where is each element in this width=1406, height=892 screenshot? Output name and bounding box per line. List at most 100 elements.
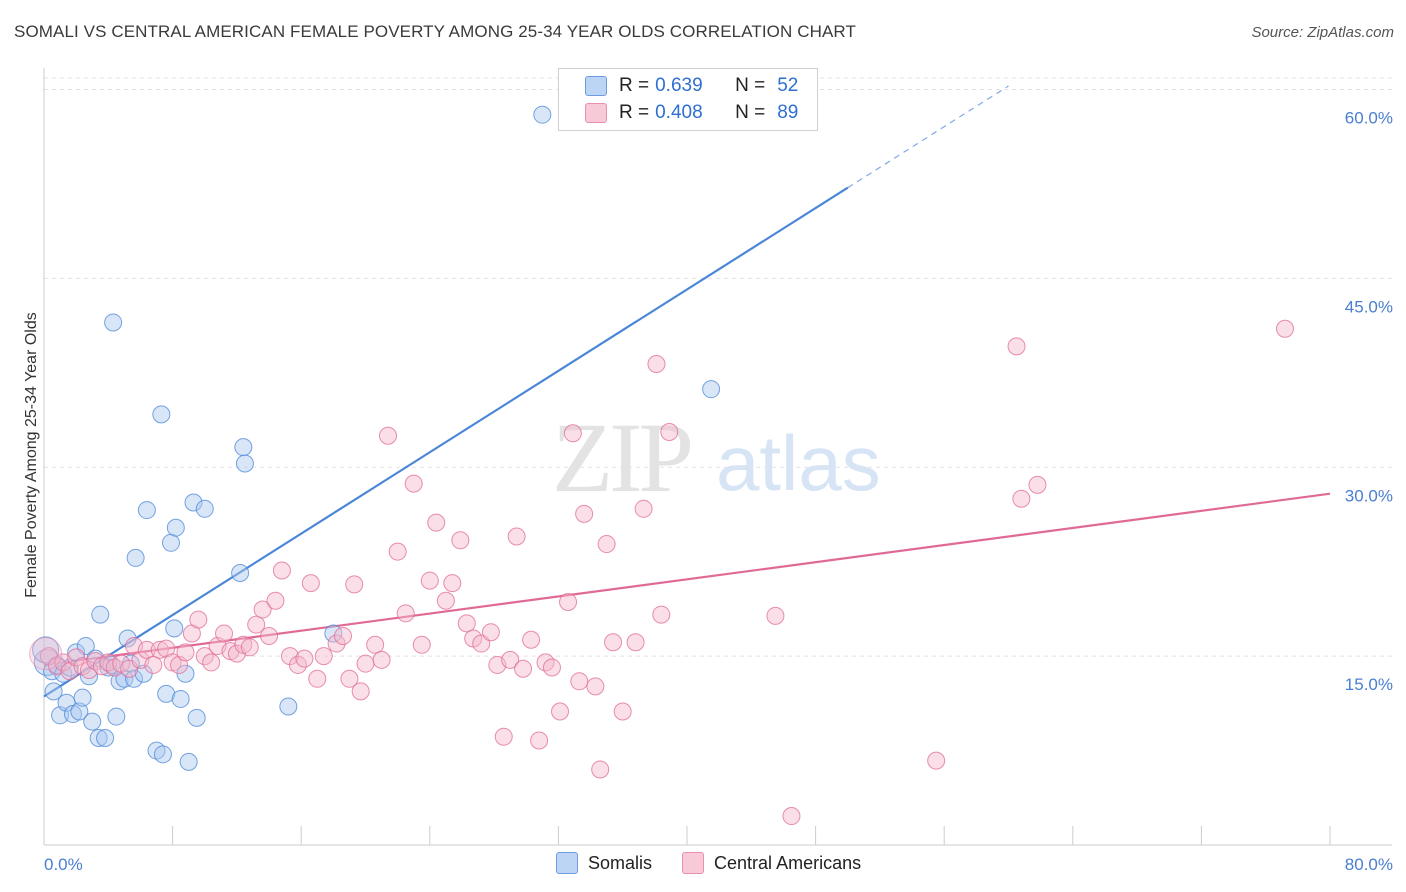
data-point-central-americans xyxy=(782,807,801,826)
data-point-central-americans xyxy=(388,542,407,561)
data-point-central-americans xyxy=(551,702,570,721)
data-point-central-americans xyxy=(514,659,533,678)
data-point-central-americans xyxy=(137,640,156,659)
data-point-central-americans xyxy=(494,727,513,746)
data-point-central-americans xyxy=(927,751,946,770)
data-point-central-americans xyxy=(570,672,589,691)
data-point-central-americans xyxy=(613,702,632,721)
data-point-central-americans xyxy=(436,591,455,610)
data-point-central-americans xyxy=(443,574,462,593)
y-tick-label: 60.0% xyxy=(1345,109,1393,128)
x-tick-label-min: 0.0% xyxy=(44,855,83,874)
trend-line-extension-somalis xyxy=(847,85,1009,189)
data-point-central-americans xyxy=(586,677,605,696)
data-point-central-americans xyxy=(591,760,610,779)
data-point-somalis xyxy=(104,313,123,332)
watermark-zip: ZIP xyxy=(552,402,694,513)
data-points xyxy=(29,105,1294,826)
series-label-central-americans: Central Americans xyxy=(714,852,862,873)
data-point-somalis xyxy=(137,501,156,520)
x-tick-label-max: 80.0% xyxy=(1345,855,1393,874)
data-point-somalis xyxy=(91,605,110,624)
data-point-somalis xyxy=(80,667,99,686)
data-point-central-americans xyxy=(420,571,439,590)
data-point-central-americans xyxy=(247,615,266,634)
legend-n-value: 52 xyxy=(777,75,799,96)
trend-line-central-americans xyxy=(43,492,1331,667)
data-point-central-americans xyxy=(314,647,333,666)
legend-r-label: R = xyxy=(619,75,650,96)
series-legend-central-americans[interactable]: Central Americans xyxy=(682,852,861,874)
data-point-somalis xyxy=(125,669,144,688)
data-point-somalis xyxy=(176,664,195,683)
data-point-somalis xyxy=(89,728,108,747)
legend-r-label: R = xyxy=(619,102,650,123)
data-point-central-americans xyxy=(272,561,291,580)
data-point-central-americans xyxy=(542,658,561,677)
data-point-central-americans xyxy=(647,355,666,374)
chart-title: SOMALI VS CENTRAL AMERICAN FEMALE POVERT… xyxy=(14,22,856,41)
data-point-central-americans xyxy=(766,606,785,625)
data-point-somalis xyxy=(171,689,190,708)
data-point-somalis xyxy=(110,672,129,691)
series-legend-somalis[interactable]: Somalis xyxy=(556,852,652,874)
data-point-central-americans xyxy=(253,600,272,619)
data-point-central-americans xyxy=(660,422,679,441)
data-point-central-americans xyxy=(652,605,671,624)
data-point-somalis xyxy=(107,707,126,726)
data-point-central-americans xyxy=(412,635,431,654)
data-point-somalis xyxy=(166,518,185,537)
data-point-central-americans xyxy=(457,614,476,633)
data-point-central-americans xyxy=(29,637,63,671)
data-point-central-americans xyxy=(451,531,470,550)
data-point-somalis xyxy=(184,493,203,512)
series-swatch-somalis xyxy=(556,852,578,874)
chart-source: Source: ZipAtlas.com xyxy=(1251,24,1394,41)
axes xyxy=(43,68,1392,846)
data-point-somalis xyxy=(152,405,171,424)
data-point-central-americans xyxy=(396,604,415,623)
data-point-somalis xyxy=(70,702,89,721)
data-point-somalis xyxy=(187,708,206,727)
data-point-central-americans xyxy=(266,591,285,610)
data-point-central-americans xyxy=(366,635,385,654)
data-point-central-americans xyxy=(340,669,359,688)
legend-n-label: N = xyxy=(735,75,766,96)
data-point-central-americans xyxy=(295,649,314,668)
data-point-somalis xyxy=(32,636,60,664)
legend-row-somalis: R = 0.639 N = 52 xyxy=(585,74,798,98)
data-point-central-americans xyxy=(215,624,234,643)
data-point-central-americans xyxy=(1275,319,1294,338)
data-point-somalis xyxy=(165,619,184,638)
data-point-central-americans xyxy=(575,504,594,523)
data-point-somalis xyxy=(533,105,552,124)
data-point-central-americans xyxy=(634,499,653,518)
legend-r-value: 0.408 xyxy=(655,102,703,123)
legend-row-central-americans: R = 0.408 N = 89 xyxy=(585,101,798,125)
data-point-central-americans xyxy=(144,655,163,674)
data-point-somalis xyxy=(179,752,198,771)
y-tick-label: 15.0% xyxy=(1345,675,1393,694)
y-axis-label: Female Poverty Among 25-34 Year Olds xyxy=(23,312,40,598)
data-point-somalis xyxy=(157,684,176,703)
data-point-central-americans xyxy=(240,638,259,657)
data-point-central-americans xyxy=(530,731,549,750)
data-point-central-americans xyxy=(308,669,327,688)
data-point-somalis xyxy=(161,533,180,552)
y-tick-label: 30.0% xyxy=(1345,486,1393,505)
data-point-central-americans xyxy=(597,535,616,554)
data-point-central-americans xyxy=(333,626,352,645)
legend-swatch-somalis xyxy=(585,76,607,96)
data-point-central-americans xyxy=(559,592,578,611)
data-point-somalis xyxy=(126,548,145,567)
watermark-atlas: atlas xyxy=(716,419,881,507)
data-point-somalis xyxy=(235,454,254,473)
legend-swatch-central-americans xyxy=(585,103,607,123)
data-point-central-americans xyxy=(202,653,221,672)
data-point-central-americans xyxy=(150,640,169,659)
data-point-central-americans xyxy=(345,575,364,594)
data-point-central-americans xyxy=(1012,489,1031,508)
data-point-central-americans xyxy=(1028,475,1047,494)
data-point-somalis xyxy=(195,499,214,518)
